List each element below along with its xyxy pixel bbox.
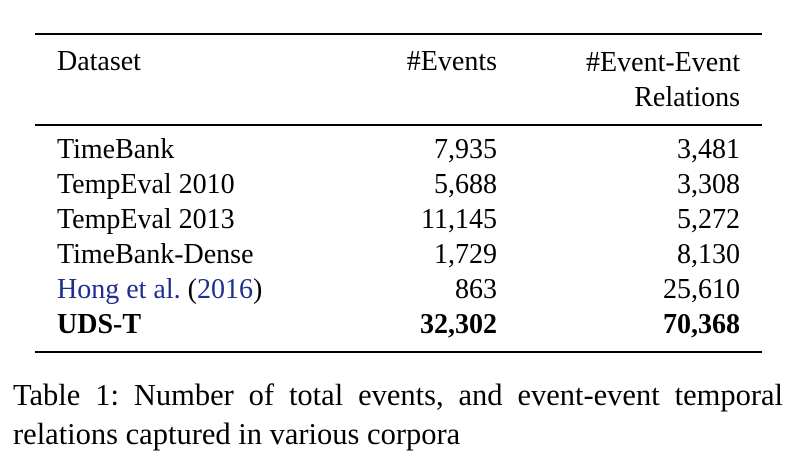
- row-tempeval2010-events: 5,688: [434, 169, 497, 200]
- row-hong-dataset: Hong et al. (2016): [57, 273, 262, 307]
- header-dataset: Dataset: [57, 46, 141, 77]
- citation-paren-close: ): [252, 274, 263, 305]
- row-tempeval2013-dataset: TempEval 2013: [57, 204, 235, 235]
- row-timebank-dense-relations: 8,130: [677, 239, 740, 270]
- header-relations-line1: #Event-Event: [586, 47, 740, 78]
- row-tempeval2013-relations: 5,272: [677, 204, 740, 235]
- row-hong-relations: 25,610: [663, 274, 740, 305]
- row-timebank-dataset: TimeBank: [57, 134, 175, 165]
- header-relations-line2: Relations: [634, 82, 740, 113]
- row-tempeval2013-events: 11,145: [421, 204, 497, 235]
- row-timebank-relations: 3,481: [677, 134, 740, 165]
- row-tempeval2010-dataset: TempEval 2010: [57, 169, 235, 200]
- row-uds-t-dataset: UDS-T: [57, 309, 142, 340]
- row-timebank-dense-events: 1,729: [434, 239, 497, 270]
- row-uds-t-relations: 70,368: [663, 309, 740, 340]
- row-timebank-events: 7,935: [434, 134, 497, 165]
- citation-year-link[interactable]: 2016: [196, 274, 253, 305]
- table-caption: Table 1: Number of total events, and eve…: [13, 378, 783, 451]
- row-hong-events: 863: [455, 274, 497, 305]
- row-uds-t-events: 32,302: [420, 309, 497, 340]
- table-bottom-rule: [35, 351, 762, 353]
- table-header-rule: [35, 124, 762, 126]
- header-event-event-relations: #Event-Event Relations: [520, 45, 740, 115]
- header-events: #Events: [406, 46, 497, 77]
- citation-author-link[interactable]: Hong et al.: [57, 274, 181, 305]
- table-top-rule: [35, 33, 762, 35]
- row-tempeval2010-relations: 3,308: [677, 169, 740, 200]
- row-timebank-dense-dataset: TimeBank-Dense: [57, 239, 254, 270]
- citation-paren-open: (: [187, 274, 197, 305]
